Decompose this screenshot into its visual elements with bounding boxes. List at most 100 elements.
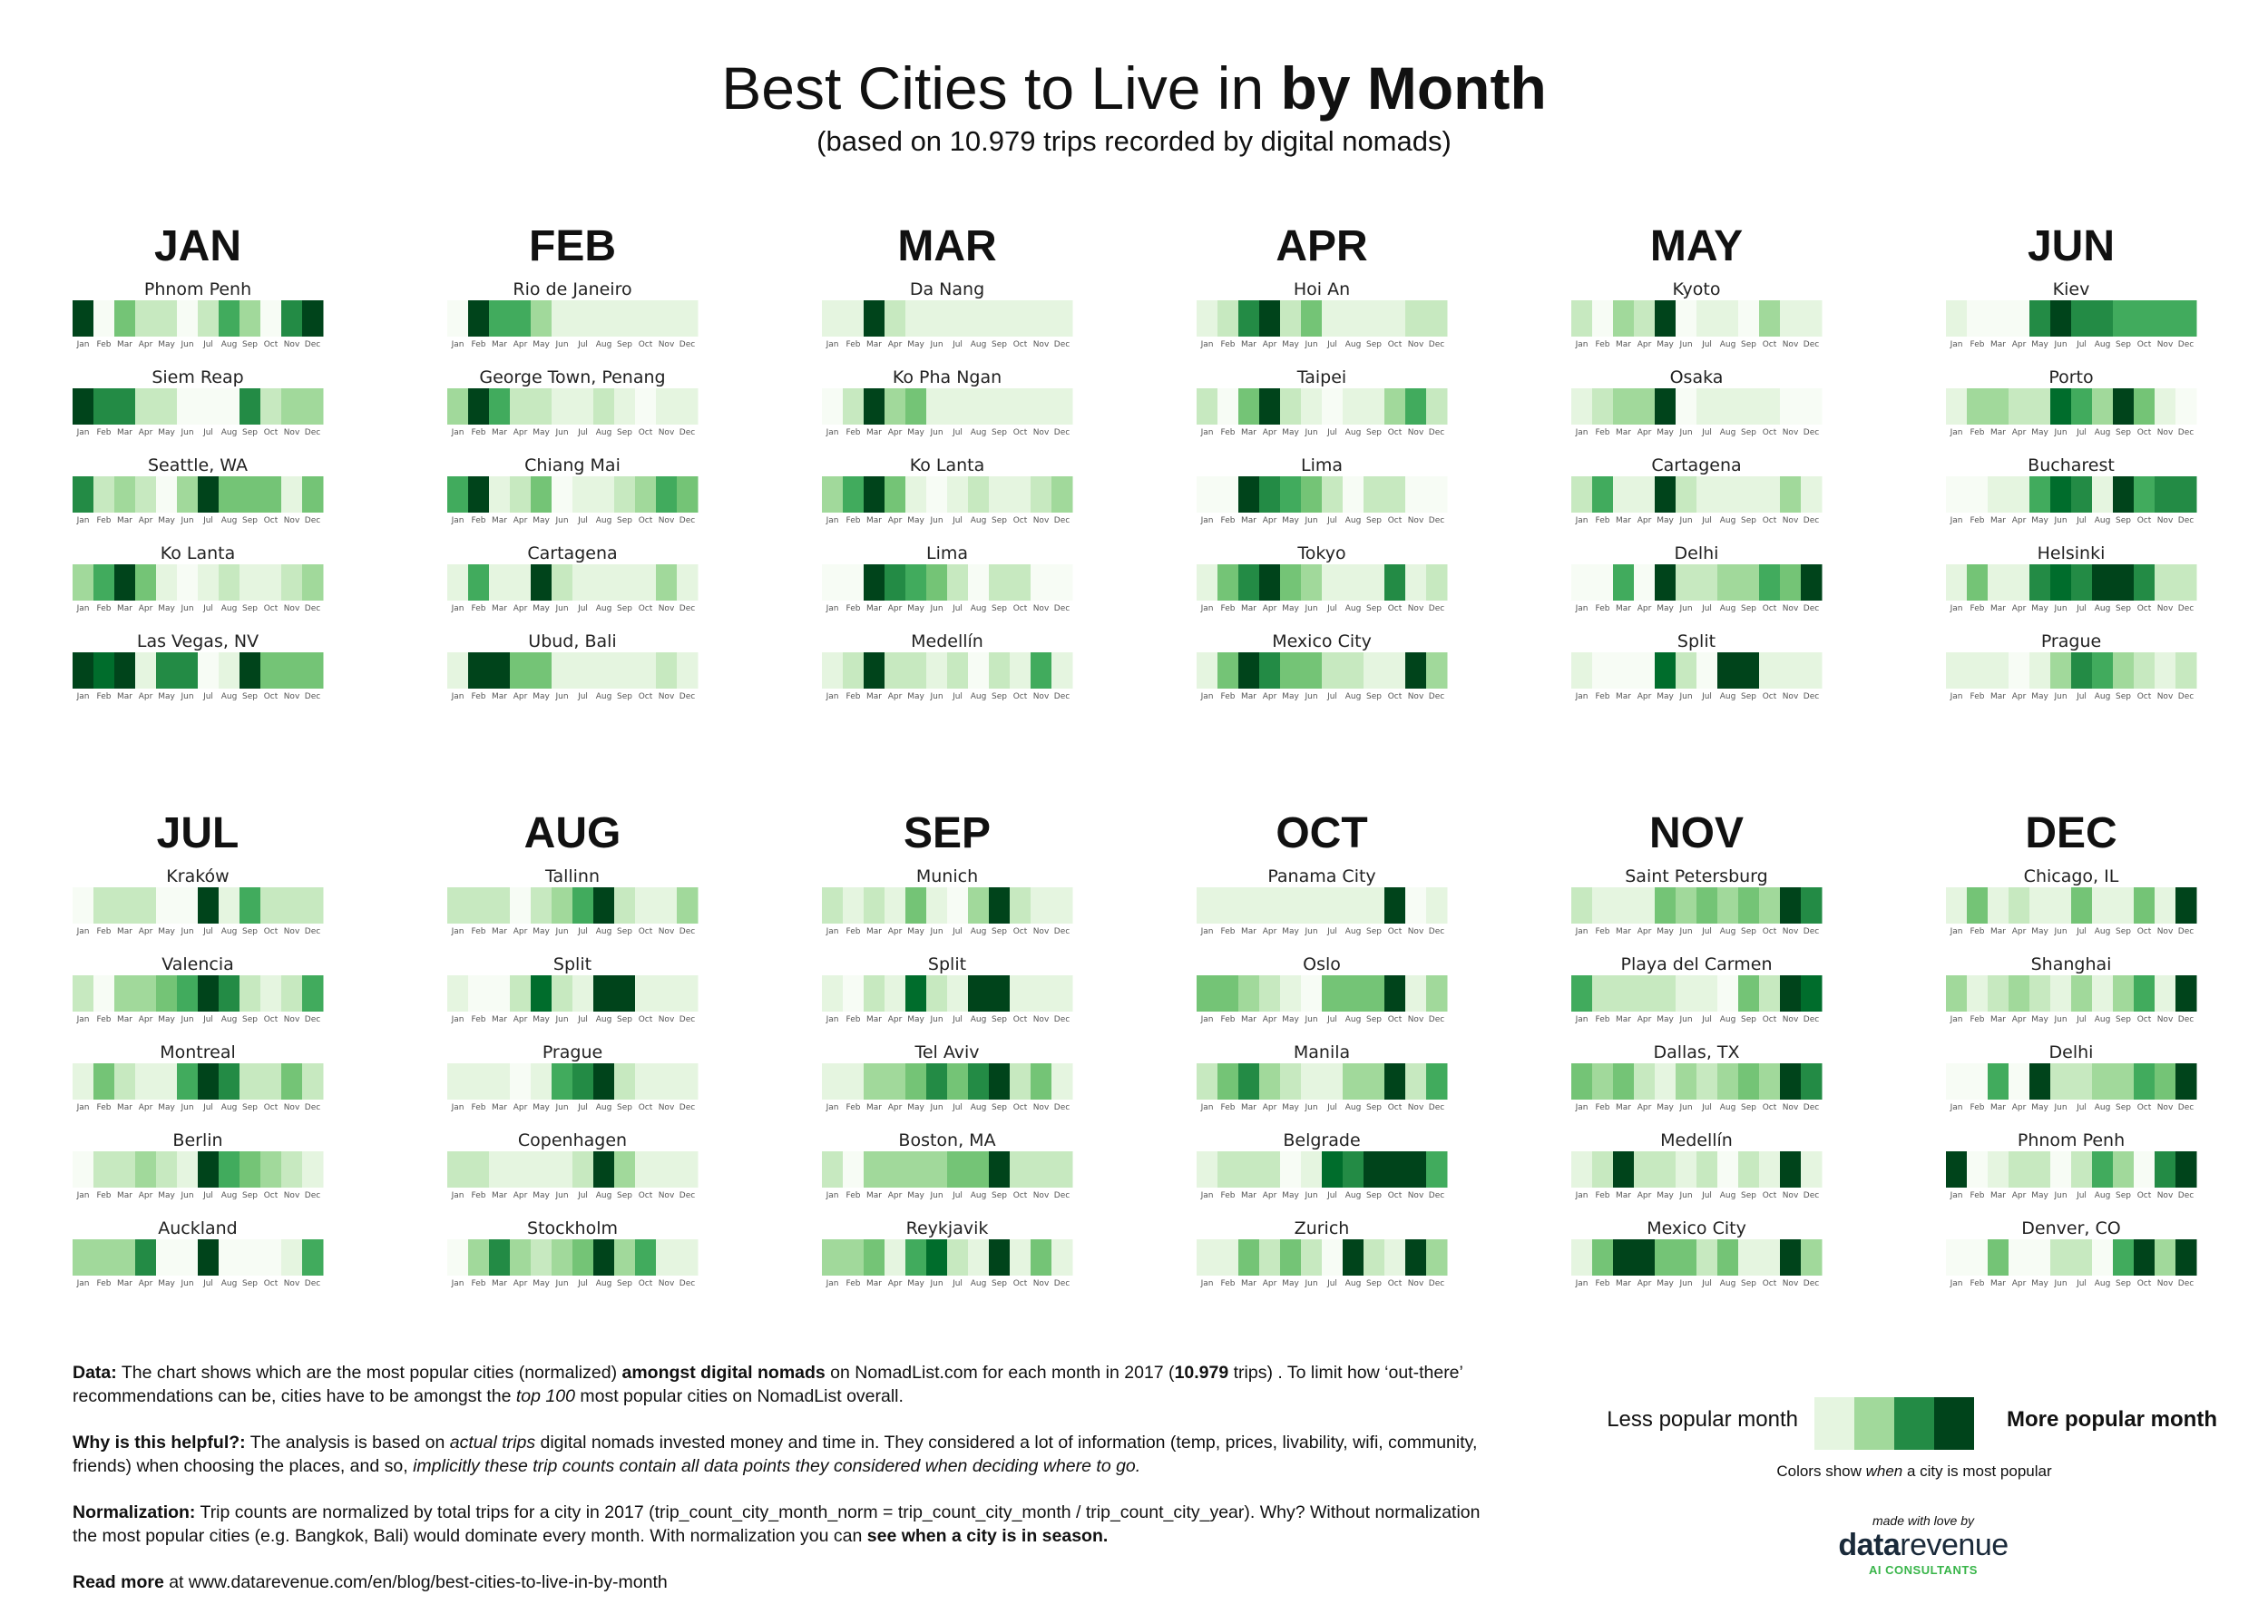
heat-cell xyxy=(1634,652,1656,689)
city-heat-strip xyxy=(822,652,1073,689)
month-tick-label: Apr xyxy=(139,516,153,525)
heat-cell xyxy=(1031,887,1052,924)
heat-cell xyxy=(843,388,865,425)
month-tick-label: May xyxy=(2031,1279,2048,1288)
heat-cell xyxy=(1426,652,1448,689)
month-tick-label: May xyxy=(1282,516,1299,525)
city-name: Reykjavik xyxy=(906,1218,989,1238)
month-tick-label: Jun xyxy=(2053,1191,2067,1200)
month-tick-label: Mar xyxy=(1616,692,1631,701)
city-name: Split xyxy=(553,954,591,974)
heat-cell xyxy=(1238,887,1260,924)
heat-cell xyxy=(593,300,615,337)
month-tick-label: Jul xyxy=(1701,340,1712,349)
month-tick-label: Mar xyxy=(1990,1015,2006,1024)
month-tick-label: Jan xyxy=(1575,927,1589,936)
heat-cell xyxy=(1384,975,1406,1012)
heat-cell xyxy=(1426,300,1448,337)
heat-cell xyxy=(864,564,885,601)
month-tick-label: Aug xyxy=(2095,692,2111,701)
city-heat-strip xyxy=(1571,1239,1823,1276)
heat-cell xyxy=(885,652,906,689)
month-tick-label: Apr xyxy=(1637,1015,1652,1024)
heat-cell xyxy=(2071,1239,2093,1276)
heat-cell xyxy=(1051,652,1073,689)
month-tick-label: Apr xyxy=(513,692,528,701)
month-tick-label: Jul xyxy=(1326,1015,1337,1024)
month-tick-label: Aug xyxy=(221,927,238,936)
month-tick-label: May xyxy=(907,1103,924,1112)
heat-cell xyxy=(572,476,594,513)
month-tick-label: Feb xyxy=(1970,927,1985,936)
heat-cell xyxy=(614,388,636,425)
month-tick-label: Feb xyxy=(1596,340,1610,349)
month-tick-label: Oct xyxy=(264,692,279,701)
month-tick-label: Dec xyxy=(679,1191,695,1200)
heat-cell xyxy=(1946,476,1968,513)
heat-cell xyxy=(1801,652,1823,689)
month-tick-label: Oct xyxy=(1388,927,1403,936)
heat-cell xyxy=(1613,1239,1635,1276)
month-heading: APR xyxy=(1276,222,1367,270)
month-tick-label: Mar xyxy=(492,428,507,437)
heat-cell xyxy=(1988,887,2009,924)
heat-cell xyxy=(926,564,948,601)
month-tick-label: Jul xyxy=(1326,604,1337,613)
heat-cell xyxy=(1364,975,1385,1012)
heat-cell xyxy=(1384,476,1406,513)
month-tick-label: Nov xyxy=(1033,1015,1050,1024)
month-tick-label: Jun xyxy=(2053,927,2067,936)
month-tick-label: Mar xyxy=(1241,927,1256,936)
month-tick-label: Jul xyxy=(1326,1103,1337,1112)
heat-cell xyxy=(489,887,511,924)
month-tick-label: Jun xyxy=(180,1015,193,1024)
heat-cell xyxy=(2029,652,2051,689)
legend-swatch-3 xyxy=(1894,1397,1934,1450)
heat-cell xyxy=(260,564,282,601)
heat-cell xyxy=(593,388,615,425)
month-tick-label: May xyxy=(1657,340,1674,349)
heat-cell xyxy=(302,1063,324,1100)
heat-cell xyxy=(1717,564,1739,601)
month-tick-label: Sep xyxy=(1366,340,1382,349)
month-tick-label: Oct xyxy=(1763,692,1777,701)
month-tick-label: Jul xyxy=(202,692,213,701)
month-tick-label: Sep xyxy=(617,604,632,613)
month-tick-label: Nov xyxy=(284,1015,300,1024)
month-tick-label: Jan xyxy=(1575,604,1589,613)
month-tick-label: Dec xyxy=(1054,692,1070,701)
heat-cell xyxy=(114,476,136,513)
heat-cell xyxy=(1780,1151,1802,1188)
month-tick-label: Oct xyxy=(1388,1103,1403,1112)
heat-cell xyxy=(1780,300,1802,337)
heat-cell xyxy=(1780,476,1802,513)
heat-cell xyxy=(2029,564,2051,601)
heat-cell xyxy=(1613,476,1635,513)
heat-cell xyxy=(240,652,261,689)
heat-cell xyxy=(114,652,136,689)
month-tick-label: Oct xyxy=(1763,1103,1777,1112)
heat-cell xyxy=(1967,1063,1989,1100)
month-tick-label: Jul xyxy=(952,927,963,936)
heat-cell xyxy=(93,1151,115,1188)
month-tick-label: Apr xyxy=(1263,428,1277,437)
month-tick-label: Nov xyxy=(1033,604,1050,613)
heat-cell xyxy=(489,652,511,689)
month-tick-label: Jan xyxy=(451,516,464,525)
heat-cell xyxy=(198,300,220,337)
city-name: Saint Petersburg xyxy=(1625,866,1767,886)
month-tick-label: Sep xyxy=(992,1191,1007,1200)
heat-cell xyxy=(1967,300,1989,337)
month-tick-label: Jan xyxy=(1950,1103,1963,1112)
heat-cell xyxy=(1988,388,2009,425)
month-tick-label: Jan xyxy=(1950,428,1963,437)
heat-cell xyxy=(1259,388,1281,425)
heat-cell xyxy=(2009,388,2030,425)
heat-cell xyxy=(240,1063,261,1100)
month-tick-label: Sep xyxy=(1366,1279,1382,1288)
month-tick-label: Jun xyxy=(180,927,193,936)
